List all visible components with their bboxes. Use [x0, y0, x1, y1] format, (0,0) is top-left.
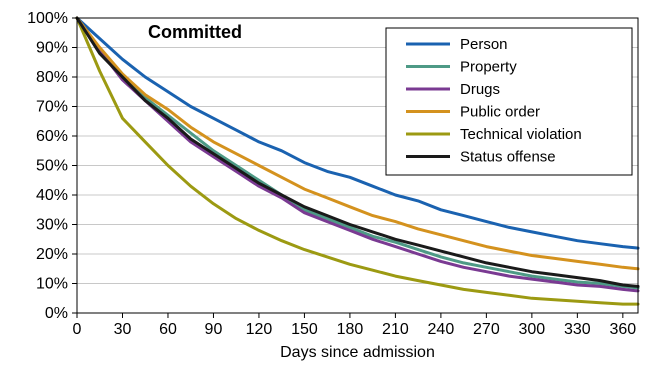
- gridlines: [77, 47, 638, 284]
- legend-label: Drugs: [460, 81, 500, 98]
- x-tick-label: 240: [428, 321, 455, 338]
- y-tick-label: 10%: [36, 276, 68, 293]
- y-tick-label: 70%: [36, 99, 68, 116]
- x-tick-label: 330: [564, 321, 591, 338]
- y-tick-label: 80%: [36, 69, 68, 86]
- legend-label: Person: [460, 36, 508, 53]
- x-tick-label: 60: [159, 321, 177, 338]
- x-tick-label: 360: [609, 321, 636, 338]
- y-tick-label: 20%: [36, 246, 68, 263]
- series-line-person: [75, 16, 640, 250]
- x-axis-label: Days since admission: [280, 344, 435, 361]
- x-tick-label: 270: [473, 321, 500, 338]
- series-line-property: [75, 16, 640, 290]
- x-tick-label: 0: [73, 321, 82, 338]
- x-tick-label: 150: [291, 321, 318, 338]
- y-tick-label: 100%: [27, 10, 68, 27]
- legend-label: Technical violation: [460, 126, 582, 143]
- x-tick-label: 30: [114, 321, 132, 338]
- y-tick-label: 0%: [45, 305, 68, 322]
- x-tick-label: 120: [246, 321, 273, 338]
- y-tick-label: 30%: [36, 217, 68, 234]
- legend-label: Public order: [460, 104, 540, 121]
- y-axis-ticks: 0% 10% 20% 30% 40% 50% 60% 70% 80% 90% 100%: [27, 10, 77, 322]
- series-lines: [75, 16, 640, 306]
- x-tick-label: 210: [382, 321, 409, 338]
- y-tick-label: 40%: [36, 187, 68, 204]
- series-line-drugs: [75, 16, 640, 293]
- x-axis-ticks: 0 30 60 90 120 150 180 210 240 270 300 330 360: [73, 313, 636, 338]
- series-line-status-offense: [75, 16, 640, 288]
- x-tick-label: 180: [337, 321, 364, 338]
- legend-label: Property: [460, 59, 517, 76]
- legend-box: [385, 27, 633, 176]
- series-line-technical-violation: [75, 16, 640, 306]
- y-tick-label: 50%: [36, 158, 68, 175]
- x-tick-label: 90: [205, 321, 223, 338]
- x-tick-label: 300: [519, 321, 546, 338]
- y-tick-label: 90%: [36, 40, 68, 57]
- y-tick-label: 60%: [36, 128, 68, 145]
- series-line-public-order: [75, 16, 640, 271]
- legend-label: Status offense: [460, 149, 556, 166]
- legend: Person Property Drugs Public order Technical…: [385, 27, 633, 176]
- chart-title: Committed: [148, 22, 242, 42]
